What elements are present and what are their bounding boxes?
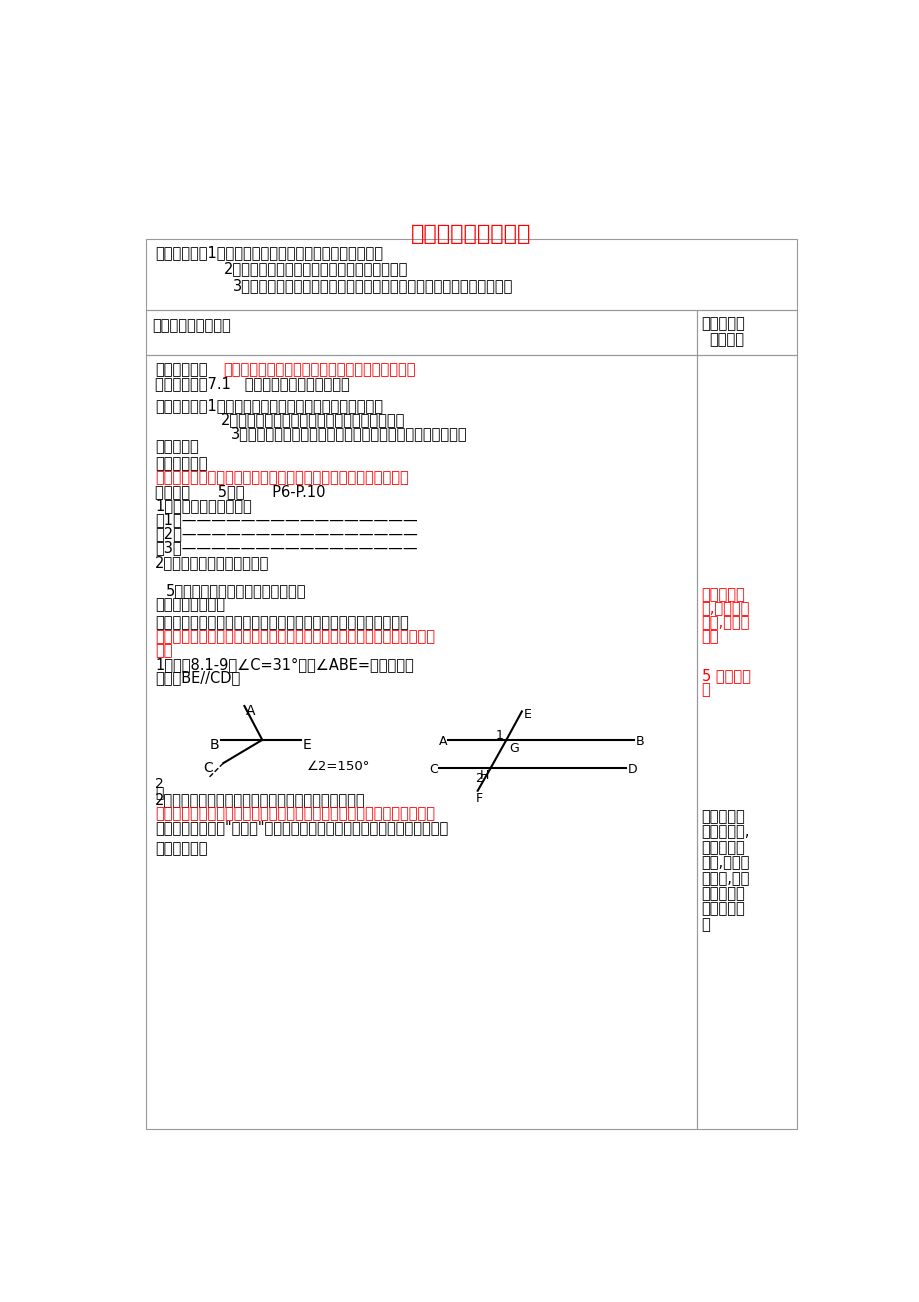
Text: ∠2=150°: ∠2=150°: [306, 760, 369, 773]
Text: 2、掌握基本事实：同位角相等，两直线平行。: 2、掌握基本事实：同位角相等，两直线平行。: [221, 411, 405, 427]
Text: 题。: 题。: [155, 643, 173, 658]
Text: 直线平行。: 直线平行。: [155, 440, 199, 454]
Text: F: F: [476, 792, 482, 805]
Text: （3）————————————————: （3）————————————————: [155, 540, 417, 555]
Text: 【当堂检测】: 【当堂检测】: [155, 841, 208, 857]
Bar: [146, 240, 796, 310]
Text: 是条件,有时: 是条件,有时: [701, 871, 749, 885]
Text: 请同学们认真看黑板上板演的内容，能发现错误并能更正的同学请举手。: 请同学们认真看黑板上板演的内容，能发现错误并能更正的同学请举手。: [155, 806, 435, 822]
Text: 2、学生练习，教师巡视。（收集错误进行二次备课）: 2、学生练习，教师巡视。（收集错误进行二次备课）: [155, 792, 366, 807]
Text: 2: 2: [475, 772, 482, 785]
Text: 可以不止一: 可以不止一: [701, 901, 744, 917]
Text: 2: 2: [155, 777, 164, 790]
Text: B: B: [635, 736, 643, 749]
Text: 3、运用直线平行的条件：内错角相等（同旁内角互补），两直线平行。: 3、运用直线平行的条件：内错角相等（同旁内角互补），两直线平行。: [233, 277, 513, 293]
Text: 分: 分: [155, 786, 164, 801]
Text: 条件的题目,: 条件的题目,: [701, 824, 749, 840]
Text: 本题是添加: 本题是添加: [701, 810, 744, 824]
Text: （2）————————————————: （2）————————————————: [155, 526, 418, 540]
Text: 1、如图8.1-9，∠C=31°，当∠ABE=＿＿度时，: 1、如图8.1-9，∠C=31°，当∠ABE=＿＿度时，: [155, 656, 414, 672]
Text: 5分钟后比一比谁能回答上面的问题: 5分钟后比一比谁能回答上面的问题: [166, 583, 306, 598]
Text: （个案）: （个案）: [709, 332, 743, 346]
Text: 学生认真的自学。: 学生认真的自学。: [155, 596, 225, 612]
Text: A: A: [438, 736, 447, 749]
Text: 5 分钟后回: 5 分钟后回: [701, 668, 750, 684]
Text: E: E: [523, 708, 531, 721]
Text: 探索直线平行的条件: 探索直线平行的条件: [411, 224, 531, 243]
Text: 学生小组探: 学生小组探: [701, 587, 744, 603]
Text: 这种类型的: 这种类型的: [701, 840, 744, 855]
Text: 【学习目标】1、会正确识别同位角、内错角、同旁内角。: 【学习目标】1、会正确识别同位角、内错角、同旁内角。: [155, 246, 383, 260]
Text: B: B: [210, 738, 220, 753]
Text: 【堂清知识】（可以是板书设计，建立知识网络，学生当堂记忆）: 【堂清知识】（可以是板书设计，建立知识网络，学生当堂记忆）: [155, 615, 409, 630]
Text: 讨论（先让尖子生"兵教兵"，尖子生讲得不对或不全的，教师更正或补充）: 讨论（先让尖子生"兵教兵"，尖子生讲得不对或不全的，教师更正或补充）: [155, 820, 448, 835]
Bar: [146, 310, 697, 355]
Text: H: H: [480, 769, 489, 783]
Text: C: C: [429, 763, 438, 776]
Bar: [697, 355, 796, 1129]
Text: 【导入新课】: 【导入新课】: [155, 362, 208, 378]
Bar: [697, 310, 796, 355]
Text: 2、仔细看例题的解题格式。: 2、仔细看例题的解题格式。: [155, 555, 269, 570]
Text: 【自学指导】: 【自学指导】: [155, 457, 208, 471]
Text: E: E: [302, 738, 311, 753]
Text: 1: 1: [495, 729, 503, 742]
Text: 总结,并展示: 总结,并展示: [701, 615, 749, 630]
Text: 答: 答: [701, 682, 709, 697]
Text: 2、掌握基本事实：同位角相等，两直线平行。: 2、掌握基本事实：同位角相等，两直线平行。: [223, 260, 407, 276]
Text: G: G: [509, 742, 518, 755]
Text: 索,在小组内: 索,在小组内: [701, 602, 749, 616]
Text: 过渡语：怎样才能当堂达标呢？请同学们按照自学指导认真自学。: 过渡语：怎样才能当堂达标呢？请同学们按照自学指导认真自学。: [155, 470, 409, 486]
Text: 过渡语：同学们，今天我们来复习直线平行的条件: 过渡语：同学们，今天我们来复习直线平行的条件: [223, 362, 415, 378]
Text: 添加的条件: 添加的条件: [701, 887, 744, 901]
Text: C: C: [203, 762, 212, 776]
Bar: [146, 355, 697, 1129]
Text: 题目,结论也: 题目,结论也: [701, 855, 749, 871]
Text: 第一次备课（通案）: 第一次备课（通案）: [152, 318, 231, 333]
Text: 【板书课题】7.1   探索直线平行的条件复习课: 【板书课题】7.1 探索直线平行的条件复习课: [155, 376, 349, 392]
Text: D: D: [628, 763, 637, 776]
Text: 3、运用直线平行的条件：内错角相等（同旁内角互补），两: 3、运用直线平行的条件：内错角相等（同旁内角互补），两: [231, 426, 468, 441]
Text: 结果: 结果: [701, 629, 719, 644]
Text: 【学习目标】1、会正确识别同位角、内错角、同旁内角。: 【学习目标】1、会正确识别同位角、内错角、同旁内角。: [155, 398, 383, 413]
Text: 个: 个: [701, 917, 709, 932]
Text: 复习指导      5分钟      P6-P.10: 复习指导 5分钟 P6-P.10: [155, 484, 325, 499]
Text: A: A: [245, 704, 255, 719]
Text: 同学们，看完并看懂的请举手。好，下面就比一比，看谁能正确作出检测: 同学们，看完并看懂的请举手。好，下面就比一比，看谁能正确作出检测: [155, 629, 435, 644]
Text: 第二次备课: 第二次备课: [701, 316, 744, 332]
Text: （1）————————————————: （1）————————————————: [155, 512, 417, 527]
Text: 就能使BE//CD？: 就能使BE//CD？: [155, 671, 240, 686]
Text: 1、直线平行的条件是：: 1、直线平行的条件是：: [155, 499, 252, 513]
